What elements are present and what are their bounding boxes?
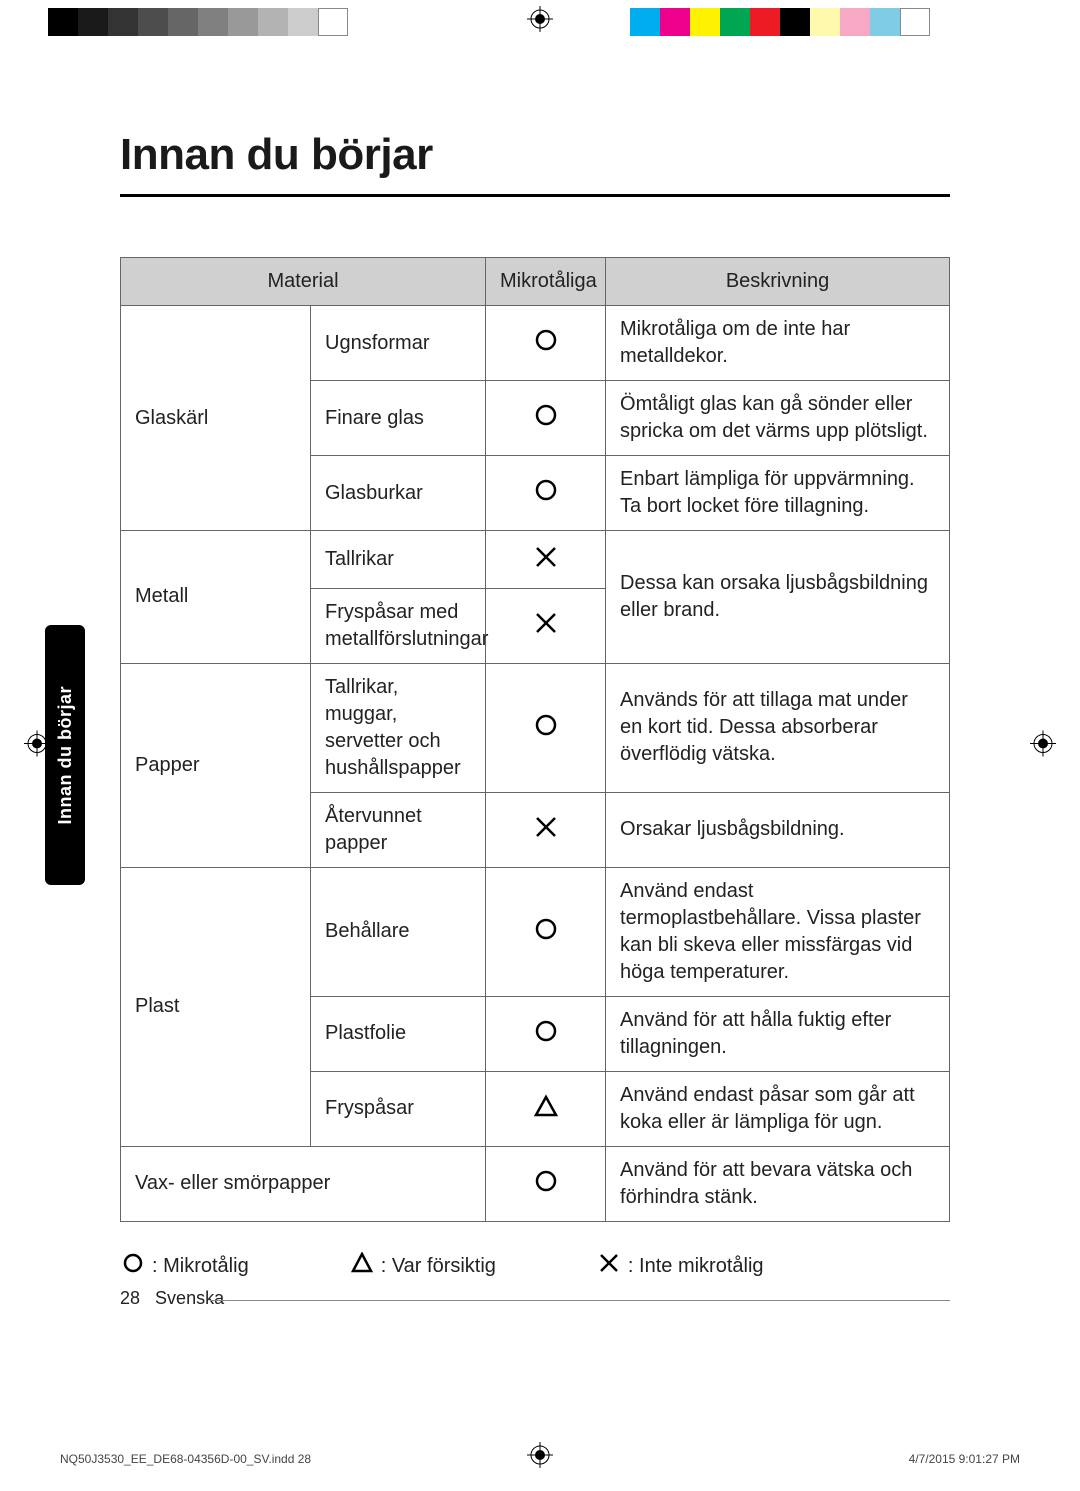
cell-category: Plast (121, 867, 311, 1146)
x-icon (534, 609, 558, 644)
cell-item: Tallrikar, muggar, servetter och hushåll… (311, 663, 486, 792)
footer-indd: NQ50J3530_EE_DE68-04356D-00_SV.indd 28 (60, 1452, 311, 1466)
cell-item: Tallrikar (311, 531, 486, 589)
cell-category: Glaskärl (121, 306, 311, 531)
cell-symbol (486, 867, 606, 996)
circle-icon (534, 711, 558, 746)
footer-date: 4/7/2015 9:01:27 PM (909, 1452, 1020, 1466)
legend-safe-label: : Mikrotålig (152, 1255, 249, 1278)
table-row: MetallTallrikarDessa kan orsaka ljusbågs… (121, 531, 950, 589)
circle-icon (534, 1167, 558, 1202)
materials-table: Material Mikrotåliga Beskrivning Glaskär… (120, 257, 950, 1222)
legend-caution-label: : Var försiktig (381, 1255, 496, 1278)
circle-icon (120, 1252, 146, 1281)
legend-caution: : Var försiktig (349, 1252, 496, 1281)
legend-unsafe: : Inte mikrotålig (596, 1252, 764, 1281)
section-tab-label: Innan du börjar (55, 686, 76, 825)
cell-symbol (486, 306, 606, 381)
cell-category: Vax- eller smörpapper (121, 1146, 486, 1221)
triangle-icon (349, 1252, 375, 1281)
circle-icon (534, 915, 558, 950)
circle-icon (534, 476, 558, 511)
triangle-icon (534, 1092, 558, 1127)
page: Innan du börjar Innan du börjar Material… (0, 0, 1080, 1491)
legend-unsafe-label: : Inte mikrotålig (628, 1255, 764, 1278)
table-row: PlastBehållareAnvänd endast termoplastbe… (121, 867, 950, 996)
cell-category: Papper (121, 663, 311, 867)
cell-description: Använd endast termoplastbehållare. Vissa… (606, 867, 950, 996)
cell-symbol (486, 588, 606, 663)
registration-mark-right-icon (1030, 730, 1056, 761)
page-title: Innan du börjar (120, 130, 950, 180)
cell-description: Orsakar ljusbågsbildning. (606, 792, 950, 867)
cell-symbol (486, 456, 606, 531)
cell-symbol (486, 531, 606, 589)
circle-icon (534, 326, 558, 361)
footer-rule (210, 1300, 950, 1301)
table-row: GlaskärlUgnsformarMikrotåliga om de inte… (121, 306, 950, 381)
table-row: Vax- eller smörpapper Använd för att beva… (121, 1146, 950, 1221)
cell-item: Fryspåsar med metallförslutningar (311, 588, 486, 663)
cell-item: Behållare (311, 867, 486, 996)
cell-description: Mikrotåliga om de inte har metalldekor. (606, 306, 950, 381)
cell-item: Plastfolie (311, 996, 486, 1071)
table-header-row: Material Mikrotåliga Beskrivning (121, 258, 950, 306)
cell-item: Återvunnet papper (311, 792, 486, 867)
cell-item: Ugnsformar (311, 306, 486, 381)
cell-symbol (486, 792, 606, 867)
circle-icon (534, 401, 558, 436)
x-icon (596, 1252, 622, 1281)
x-icon (534, 813, 558, 848)
cell-symbol (486, 1146, 606, 1221)
cell-description: Använd för att bevara vätska och förhind… (606, 1146, 950, 1221)
th-material: Material (121, 258, 486, 306)
cell-description: Ömtåligt glas kan gå sönder eller sprick… (606, 381, 950, 456)
cell-description: Använd för att hålla fuktig efter tillag… (606, 996, 950, 1071)
cell-description: Enbart lämpliga för uppvärmning. Ta bort… (606, 456, 950, 531)
cell-symbol (486, 996, 606, 1071)
colorbar-right (630, 8, 930, 36)
x-icon (534, 543, 558, 578)
cell-symbol (486, 381, 606, 456)
registration-mark-top-icon (527, 6, 553, 37)
cell-description: Används för att tillaga mat under en kor… (606, 663, 950, 792)
section-tab: Innan du börjar (45, 625, 85, 885)
th-description: Beskrivning (606, 258, 950, 306)
title-rule (120, 194, 950, 197)
cell-item: Glasburkar (311, 456, 486, 531)
page-language: Svenska (155, 1288, 224, 1308)
cell-description: Dessa kan orsaka ljusbågsbildning eller … (606, 531, 950, 664)
cell-symbol (486, 1071, 606, 1146)
legend: : Mikrotålig : Var försiktig : Inte mikr… (120, 1252, 950, 1281)
table-row: PapperTallrikar, muggar, servetter och h… (121, 663, 950, 792)
cell-symbol (486, 663, 606, 792)
registration-mark-bottom-icon (527, 1442, 553, 1473)
th-microwave: Mikrotåliga (486, 258, 606, 306)
cell-category: Metall (121, 531, 311, 664)
cell-item: Finare glas (311, 381, 486, 456)
cell-description: Använd endast påsar som går att koka ell… (606, 1071, 950, 1146)
circle-icon (534, 1017, 558, 1052)
colorbar-left (48, 8, 348, 36)
page-number: 28 (120, 1288, 140, 1308)
cell-item: Fryspåsar (311, 1071, 486, 1146)
footer-page: 28 Svenska (120, 1288, 224, 1309)
legend-safe: : Mikrotålig (120, 1252, 249, 1281)
content: Innan du börjar Material Mikrotåliga Bes… (120, 130, 950, 1281)
